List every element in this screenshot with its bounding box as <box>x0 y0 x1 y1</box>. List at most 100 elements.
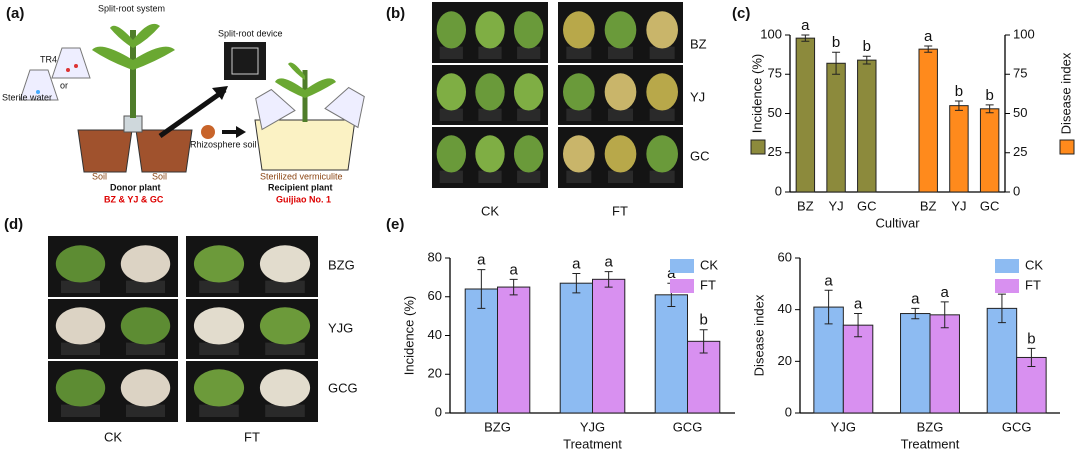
diagram-label: Soil <box>152 171 167 181</box>
pot <box>517 108 541 122</box>
bar <box>900 313 931 414</box>
panel-label: (b) <box>386 5 405 22</box>
significance-letter: a <box>941 284 950 301</box>
y-axis-title: Incidence (%) <box>401 296 416 375</box>
pot <box>61 404 100 418</box>
diagram-label: Split-root device <box>218 28 283 38</box>
y2-tick-label: 0 <box>1013 183 1020 198</box>
significance-letter: a <box>911 290 920 307</box>
x-tick-label: GC <box>857 198 877 213</box>
plant <box>513 11 544 49</box>
bar <box>979 108 1000 193</box>
row-label: GC <box>690 148 710 163</box>
diagram-label: Sterilized vermiculite <box>260 171 343 181</box>
bar <box>464 288 499 414</box>
significance-letter: b <box>985 87 993 104</box>
plant <box>120 369 171 407</box>
plant <box>646 11 679 49</box>
bar <box>986 307 1018 414</box>
pot <box>265 342 305 356</box>
row-label: YJ <box>690 89 705 104</box>
significance-letter: b <box>699 312 707 329</box>
error-bar <box>509 278 518 296</box>
significance-letter: b <box>1027 330 1035 347</box>
column-label: FT <box>244 429 260 444</box>
x-axis-title: Cultivar <box>875 215 920 230</box>
x-tick-label: YJ <box>828 198 843 213</box>
pot <box>199 342 239 356</box>
plant <box>436 135 467 173</box>
legend-swatch <box>670 259 694 273</box>
plant <box>193 307 245 345</box>
pot <box>61 280 100 294</box>
x-tick-label: BZ <box>920 198 937 213</box>
diagram-label: Sterile water <box>2 92 52 102</box>
plant <box>193 369 245 407</box>
y-tick-label: 100 <box>760 26 782 41</box>
row-label: GCG <box>328 380 358 395</box>
bar <box>826 62 846 193</box>
y-tick-label: 20 <box>428 366 442 381</box>
bar <box>559 282 594 414</box>
plant <box>120 307 171 345</box>
pot <box>199 280 239 294</box>
pot <box>126 342 165 356</box>
plant <box>55 245 106 283</box>
diagram-label: Recipient plant <box>268 182 333 192</box>
plant <box>604 135 637 173</box>
y-tick-label: 60 <box>778 249 792 264</box>
bar <box>592 278 626 414</box>
error-bar <box>477 269 486 309</box>
legend-label: CK <box>700 257 718 272</box>
error-bar <box>862 55 871 65</box>
significance-letter: a <box>854 296 863 313</box>
significance-letter: b <box>863 38 871 55</box>
x-tick-label: YJG <box>831 419 856 434</box>
significance-letter: a <box>924 28 933 45</box>
error-bar <box>854 313 863 338</box>
legend-label: Incidence (%) <box>749 54 764 133</box>
diagram-label: TR4 <box>40 54 57 64</box>
legend-label: CK <box>1025 257 1043 272</box>
y-tick-label: 25 <box>768 144 782 159</box>
y2-tick-label: 100 <box>1013 26 1035 41</box>
plant <box>563 11 595 49</box>
plant <box>646 135 679 173</box>
error-bar <box>954 100 963 111</box>
pot <box>439 46 463 60</box>
pot <box>199 404 239 418</box>
diagram-label: Guijiao No. 1 <box>276 194 331 204</box>
legend-swatch <box>670 279 694 293</box>
significance-letter: b <box>955 83 963 100</box>
plant <box>259 369 311 407</box>
y-tick-label: 40 <box>778 301 792 316</box>
pot <box>265 280 305 294</box>
diagram-label: or <box>60 80 68 90</box>
legend-label: FT <box>700 277 716 292</box>
column-label: FT <box>612 203 628 218</box>
pot <box>478 170 502 184</box>
pot <box>566 46 592 60</box>
x-tick-label: BZ <box>797 198 814 213</box>
plant <box>193 245 245 283</box>
error-bar <box>832 51 841 75</box>
y2-tick-label: 50 <box>1013 105 1027 120</box>
diagram-label: Split-root system <box>98 3 165 13</box>
panel-label: (c) <box>732 5 750 22</box>
legend-swatch <box>995 259 1019 273</box>
plant <box>259 245 311 283</box>
error-bar <box>801 34 810 42</box>
legend-swatch <box>995 279 1019 293</box>
pot <box>649 170 675 184</box>
plant <box>513 73 544 111</box>
bar <box>497 286 531 414</box>
legend-swatch <box>750 139 766 155</box>
plant <box>120 245 171 283</box>
panel-label: (d) <box>4 216 23 233</box>
y2-tick-label: 75 <box>1013 66 1027 81</box>
error-bar <box>924 45 933 53</box>
bar <box>949 105 969 193</box>
significance-letter: b <box>832 34 840 51</box>
significance-letter: a <box>572 255 581 272</box>
